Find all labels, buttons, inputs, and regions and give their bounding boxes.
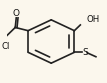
Text: Cl: Cl <box>1 42 10 51</box>
Text: OH: OH <box>86 15 100 24</box>
Text: O: O <box>13 9 20 18</box>
Text: S: S <box>83 48 88 57</box>
